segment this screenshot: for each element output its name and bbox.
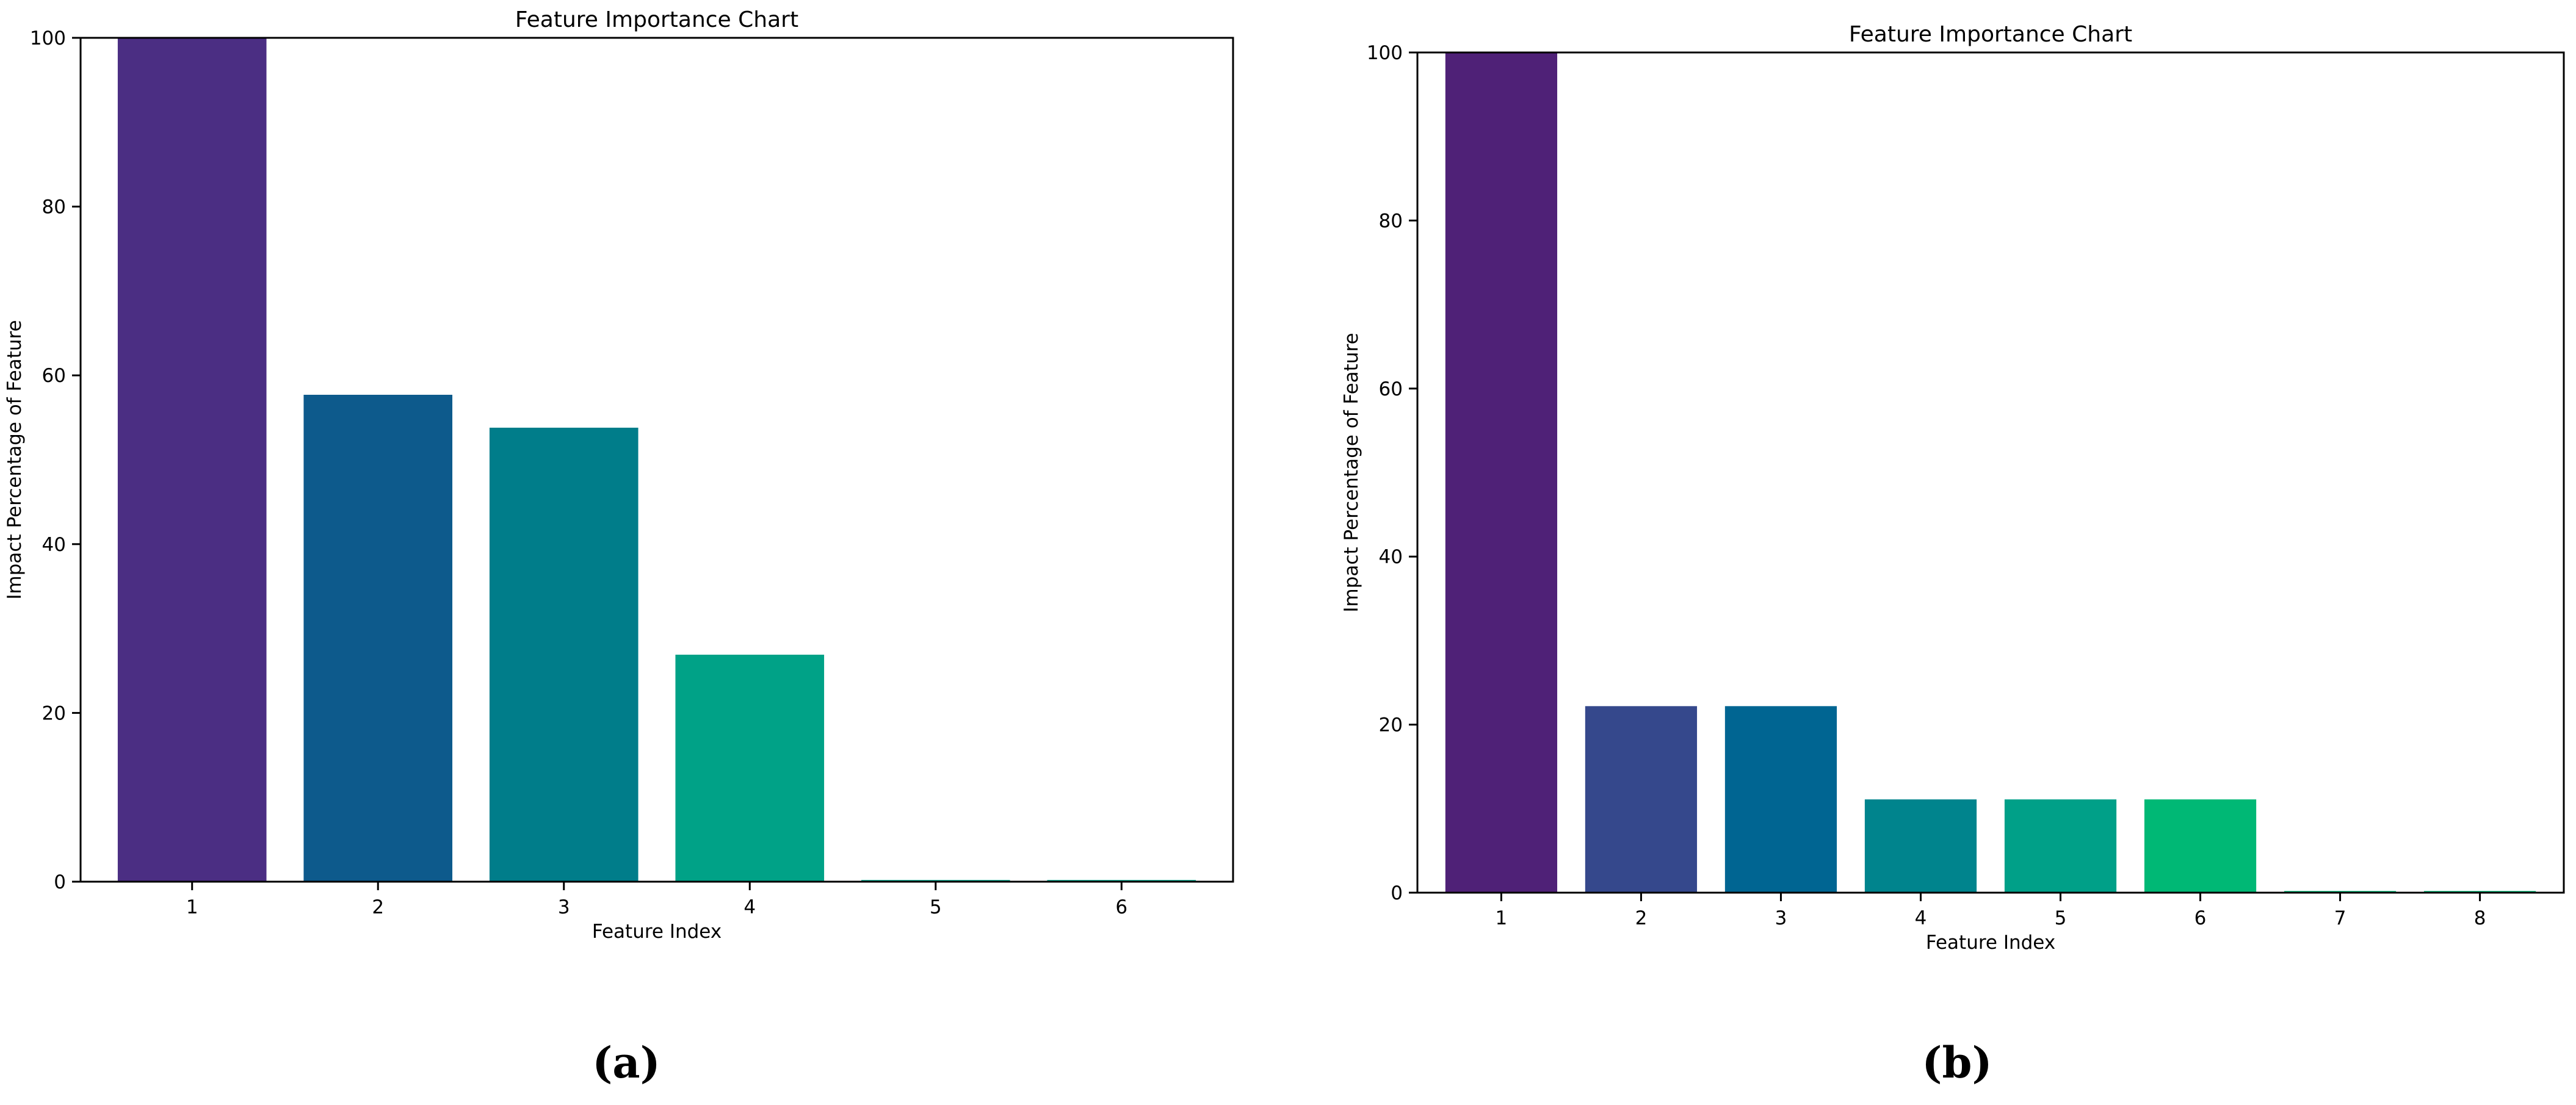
x-tick-label: 7 (2334, 907, 2346, 929)
x-tick-label: 1 (186, 896, 198, 918)
y-tick-label: 40 (1379, 546, 1403, 568)
bar-2 (1585, 706, 1698, 893)
x-tick-label: 1 (1496, 907, 1508, 929)
y-tick-label: 100 (30, 27, 66, 49)
bar-2 (303, 395, 453, 882)
chart-panel-b: 0 20 40 60 80 100 1 2 3 4 5 6 7 8 Feature Importance C… (1340, 22, 2565, 954)
bar-3 (489, 427, 639, 882)
bar-1 (117, 38, 267, 882)
axes-frame (1416, 51, 2565, 894)
chart-title: Feature Importance Chart (515, 7, 798, 32)
y-tick-label: 60 (42, 365, 66, 387)
caption-b: (b) (1922, 1037, 1992, 1088)
y-axis-label: Impact Percentage of Feature (1340, 333, 1362, 612)
y-axis-label: Impact Percentage of Feature (4, 320, 26, 599)
y-tick-label: 100 (1367, 42, 1403, 64)
bar-4 (1864, 799, 1977, 893)
caption-a: (a) (592, 1037, 660, 1088)
bar-4 (675, 654, 825, 882)
y-tick-label: 0 (1391, 882, 1403, 904)
x-tick-label: 8 (2474, 907, 2486, 929)
x-axis-label: Feature Index (1926, 932, 2055, 954)
y-tick-label: 40 (42, 534, 66, 556)
x-tick-label: 5 (930, 896, 942, 918)
y-tick-label: 20 (1379, 714, 1403, 736)
bar-6 (2144, 799, 2257, 893)
x-tick-label: 3 (1775, 907, 1787, 929)
x-tick-label: 2 (1635, 907, 1648, 929)
y-tick-label: 60 (1379, 378, 1403, 400)
y-tick-label: 80 (42, 196, 66, 218)
y-tick-label: 0 (54, 871, 66, 893)
y-tick-label: 20 (42, 702, 66, 724)
x-tick-label: 4 (743, 896, 756, 918)
x-tick-label: 3 (558, 896, 570, 918)
x-tick-label: 4 (1915, 907, 1927, 929)
x-tick-label: 6 (1115, 896, 1127, 918)
y-tick-label: 80 (1379, 210, 1403, 232)
x-axis-label: Feature Index (592, 921, 722, 943)
x-tick-label: 6 (2194, 907, 2207, 929)
axes-frame (79, 37, 1234, 883)
chart-panel-a: 0 20 40 60 80 100 1 2 3 4 5 6 Feature Importance Cha… (4, 7, 1234, 943)
bar-3 (1724, 706, 1837, 893)
x-tick-label: 5 (2055, 907, 2067, 929)
bar-5 (2004, 799, 2117, 893)
x-tick-label: 2 (372, 896, 384, 918)
bar-1 (1445, 52, 1558, 893)
chart-title: Feature Importance Chart (1849, 22, 2132, 47)
